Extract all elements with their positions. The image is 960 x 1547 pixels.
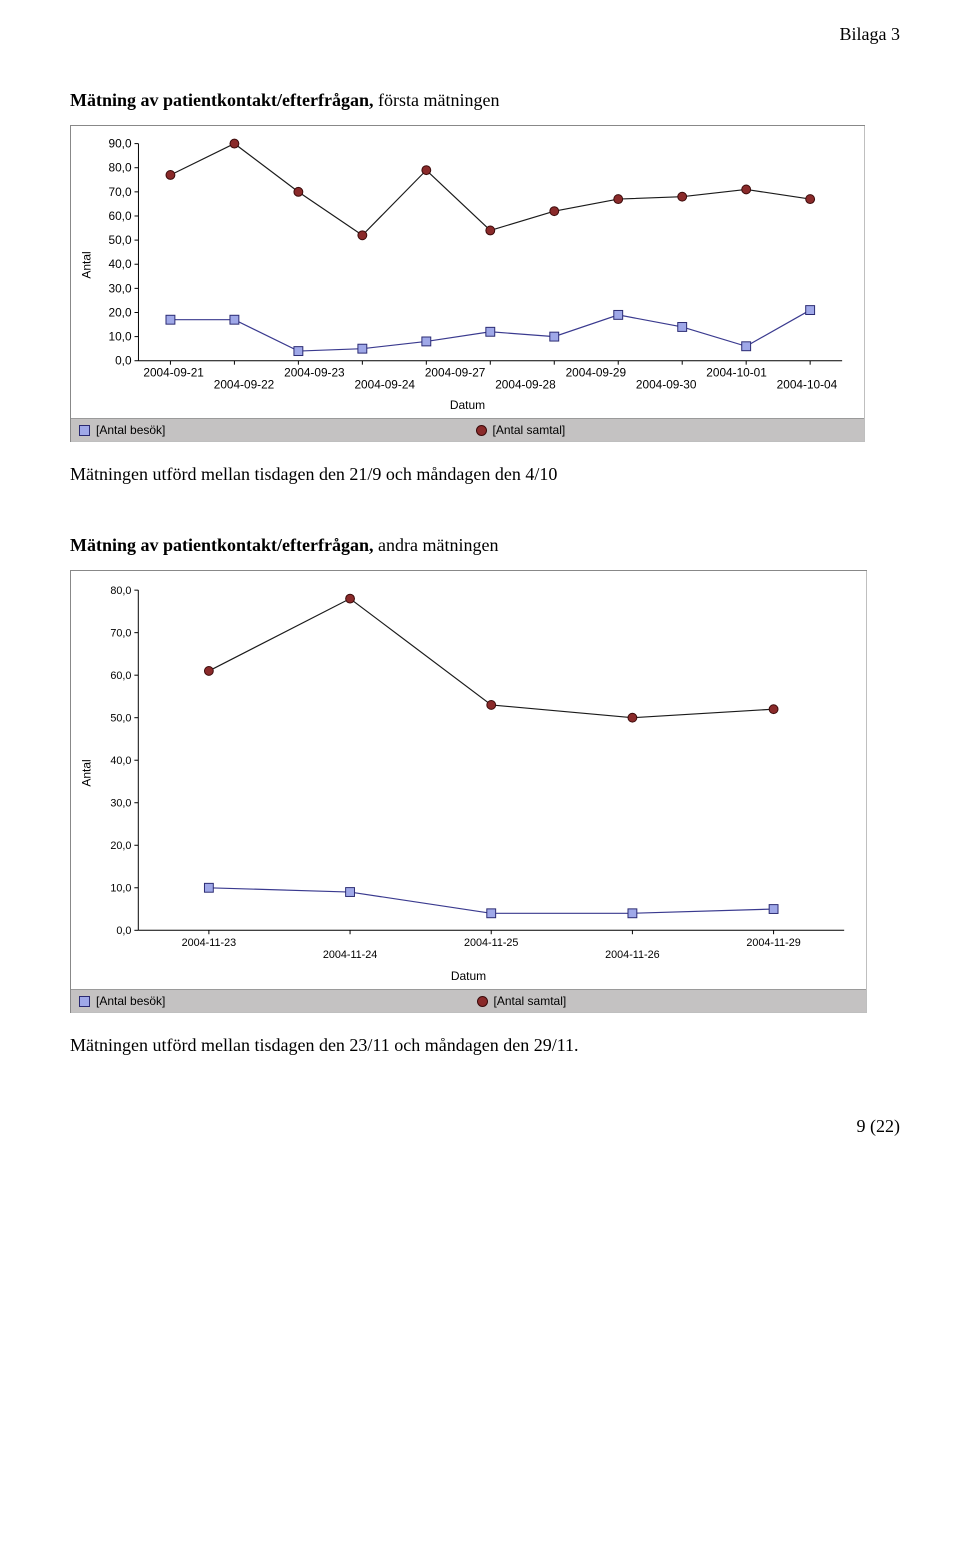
square-marker-icon bbox=[79, 996, 90, 1007]
heading-1-bold: Mätning av patientkontakt/efterfrågan, bbox=[70, 90, 378, 110]
svg-text:2004-10-01: 2004-10-01 bbox=[706, 366, 767, 380]
chart-2-legend-label-1: [Antal besök] bbox=[96, 994, 165, 1008]
chart-2-ylabel-cell: Antal bbox=[77, 579, 97, 967]
svg-text:2004-09-29: 2004-09-29 bbox=[566, 366, 627, 380]
chart-1-frame: Antal 0,0 10,0 20,0 30,0 40,0 50,0 60,0 70,0 80,… bbox=[70, 125, 865, 442]
svg-text:50,0: 50,0 bbox=[109, 233, 132, 247]
svg-text:2004-09-22: 2004-09-22 bbox=[214, 377, 275, 391]
chart-1-ylabel: Antal bbox=[80, 251, 94, 278]
svg-text:2004-11-26: 2004-11-26 bbox=[605, 949, 659, 961]
svg-text:2004-09-30: 2004-09-30 bbox=[636, 377, 697, 391]
chart-2-legend-label-2: [Antal samtal] bbox=[494, 994, 567, 1008]
heading-2-rest: andra mätningen bbox=[378, 535, 498, 555]
svg-text:80,0: 80,0 bbox=[109, 161, 132, 175]
svg-text:50,0: 50,0 bbox=[110, 713, 131, 725]
svg-text:10,0: 10,0 bbox=[109, 330, 132, 344]
chart-2-legend-item-2: [Antal samtal] bbox=[469, 990, 867, 1012]
svg-text:30,0: 30,0 bbox=[110, 798, 131, 810]
svg-text:70,0: 70,0 bbox=[109, 185, 132, 199]
page-number: 9 (22) bbox=[70, 1116, 900, 1137]
svg-text:2004-10-04: 2004-10-04 bbox=[777, 377, 838, 391]
svg-text:2004-11-25: 2004-11-25 bbox=[464, 937, 518, 949]
circle-marker-icon bbox=[476, 425, 487, 436]
svg-text:0,0: 0,0 bbox=[116, 925, 131, 937]
chart-2-frame: Antal 0,0 10,0 20,0 30,0 40,0 50,0 60,0 70,0 80,… bbox=[70, 570, 867, 1013]
svg-text:90,0: 90,0 bbox=[109, 137, 132, 151]
chart-2-plot: 0,0 10,0 20,0 30,0 40,0 50,0 60,0 70,0 80,0 2004-… bbox=[97, 579, 854, 967]
circle-marker-icon bbox=[477, 996, 488, 1007]
svg-text:2004-09-23: 2004-09-23 bbox=[284, 366, 345, 380]
svg-text:2004-09-28: 2004-09-28 bbox=[495, 377, 556, 391]
chart-2-ylabel: Antal bbox=[80, 759, 94, 786]
svg-text:10,0: 10,0 bbox=[110, 883, 131, 895]
svg-text:2004-11-23: 2004-11-23 bbox=[182, 937, 236, 949]
svg-text:40,0: 40,0 bbox=[109, 257, 132, 271]
chart-1-xlabel: Datum bbox=[71, 398, 864, 418]
chart-1-legend-item-2: [Antal samtal] bbox=[468, 419, 865, 441]
svg-text:70,0: 70,0 bbox=[110, 628, 131, 640]
chart-2-legend-item-1: [Antal besök] bbox=[71, 990, 469, 1012]
heading-2-bold: Mätning av patientkontakt/efterfrågan, bbox=[70, 535, 378, 555]
chart-1-legend-label-1: [Antal besök] bbox=[96, 423, 165, 437]
svg-text:40,0: 40,0 bbox=[110, 755, 131, 767]
chart-1-ylabel-cell: Antal bbox=[77, 134, 97, 396]
square-marker-icon bbox=[79, 425, 90, 436]
svg-text:30,0: 30,0 bbox=[109, 281, 132, 295]
svg-text:2004-09-27: 2004-09-27 bbox=[425, 366, 486, 380]
svg-text:60,0: 60,0 bbox=[109, 209, 132, 223]
chart-1-legend-label-2: [Antal samtal] bbox=[493, 423, 566, 437]
svg-text:2004-11-29: 2004-11-29 bbox=[746, 937, 800, 949]
svg-text:2004-09-24: 2004-09-24 bbox=[354, 377, 415, 391]
svg-text:0,0: 0,0 bbox=[115, 354, 132, 368]
svg-text:2004-09-21: 2004-09-21 bbox=[143, 366, 204, 380]
chart-2-xlabel: Datum bbox=[71, 969, 866, 989]
chart-2-legend: [Antal besök] [Antal samtal] bbox=[71, 989, 866, 1012]
svg-text:80,0: 80,0 bbox=[110, 585, 131, 597]
svg-text:20,0: 20,0 bbox=[110, 840, 131, 852]
svg-text:2004-11-24: 2004-11-24 bbox=[323, 949, 377, 961]
svg-text:60,0: 60,0 bbox=[110, 670, 131, 682]
page-header-annex: Bilaga 3 bbox=[840, 24, 901, 45]
svg-text:20,0: 20,0 bbox=[109, 305, 132, 319]
chart-1-legend: [Antal besök] [Antal samtal] bbox=[71, 418, 864, 441]
caption-1: Mätningen utförd mellan tisdagen den 21/… bbox=[70, 464, 900, 485]
caption-2: Mätningen utförd mellan tisdagen den 23/… bbox=[70, 1035, 900, 1056]
heading-2: Mätning av patientkontakt/efterfrågan, a… bbox=[70, 535, 900, 556]
heading-1: Mätning av patientkontakt/efterfrågan, f… bbox=[70, 90, 900, 111]
chart-1-legend-item-1: [Antal besök] bbox=[71, 419, 468, 441]
heading-1-rest: första mätningen bbox=[378, 90, 499, 110]
chart-1-plot: 0,0 10,0 20,0 30,0 40,0 50,0 60,0 70,0 80,0 90,0 2… bbox=[97, 134, 852, 396]
